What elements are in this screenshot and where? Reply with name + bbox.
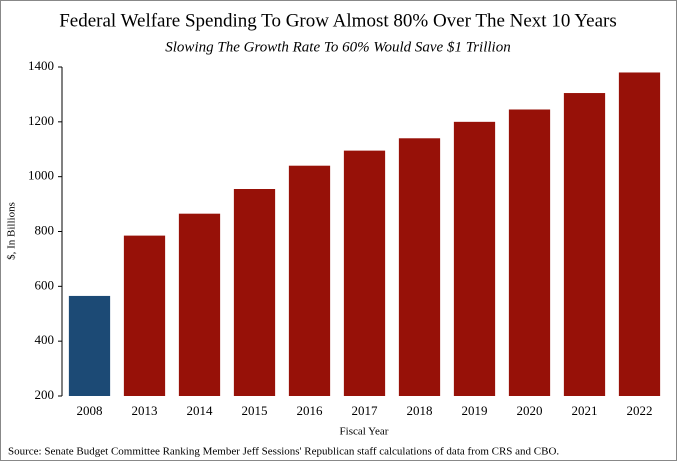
y-tick-label: 1400 [28,58,54,73]
y-tick-label: 800 [35,222,55,237]
bar [178,213,221,396]
bar [288,165,331,396]
x-tick-label: 2022 [627,403,653,418]
y-tick-label: 1200 [28,113,54,128]
x-tick-label: 2015 [242,403,268,418]
x-tick-label: 2014 [187,403,214,418]
bar [68,295,111,396]
y-tick-label: 400 [35,332,55,347]
x-tick-label: 2021 [572,403,598,418]
bar [343,150,386,396]
x-tick-label: 2018 [407,403,433,418]
bar [123,235,166,396]
x-tick-label: 2017 [352,403,379,418]
x-tick-label: 2020 [517,403,543,418]
chart-subtitle: Slowing The Growth Rate To 60% Would Sav… [165,39,510,55]
y-axis-title: $, In Billions [6,202,18,260]
bar [233,189,276,396]
bar [453,121,496,396]
bar [618,72,661,396]
bar [563,93,606,396]
chart-title: Federal Welfare Spending To Grow Almost … [59,10,617,31]
x-tick-label: 2019 [462,403,488,418]
x-tick-label: 2013 [132,403,158,418]
source-note: Source: Senate Budget Committee Ranking … [8,446,559,458]
x-axis-title: Fiscal Year [340,426,389,438]
bar [398,138,441,397]
x-tick-label: 2016 [297,403,324,418]
y-tick-label: 1000 [28,168,54,183]
x-tick-label: 2008 [77,403,103,418]
bar [508,109,551,396]
y-tick-label: 200 [35,387,55,402]
y-tick-label: 600 [35,277,55,292]
